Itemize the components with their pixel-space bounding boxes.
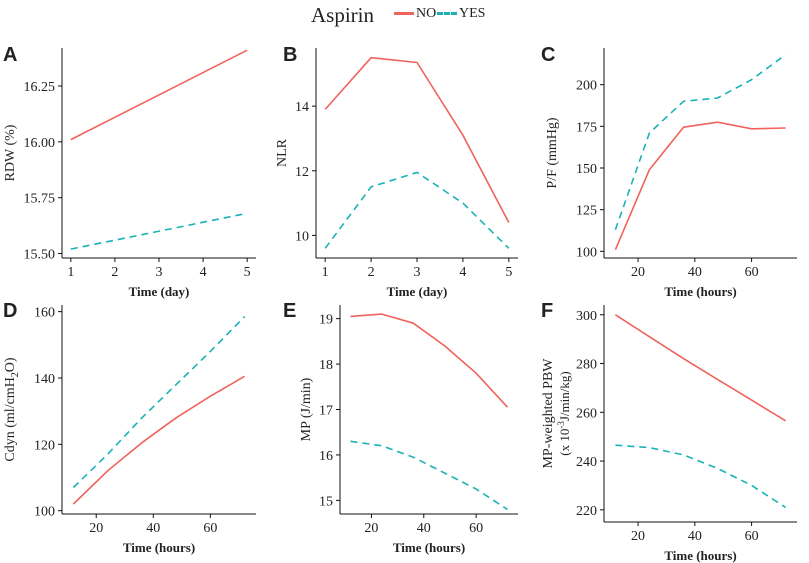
legend-label-yes: YES: [459, 6, 486, 21]
x-tick-label-c: 20: [631, 265, 645, 280]
y-axis-subtitle-end-f: J/min/kg): [557, 371, 572, 421]
x-tick-label-f: 60: [745, 529, 759, 544]
x-axis-title-d: Time (hours): [123, 540, 195, 555]
y-tick-label-e: 17: [319, 404, 333, 419]
y-tick-label-c: 125: [576, 204, 597, 219]
y-tick-label-a: 16.00: [24, 136, 56, 151]
legend-key-yes: [437, 12, 457, 15]
series-line-no-f: [614, 314, 787, 422]
legend-title: Aspirin: [311, 3, 374, 27]
x-tick-label-a: 5: [244, 265, 251, 280]
y-axis-title-b: NLR: [275, 138, 290, 167]
y-axis-title-subscript-d: 2: [10, 372, 21, 377]
series-line-no-e: [350, 313, 509, 408]
x-axis-title-b: Time (day): [387, 284, 448, 299]
x-axis-title-e: Time (hours): [393, 540, 465, 555]
x-tick-label-f: 20: [631, 529, 645, 544]
panel-label-a: A: [3, 44, 18, 66]
panel-label-c: C: [541, 44, 556, 66]
y-tick-label-a: 15.50: [24, 248, 56, 263]
x-axis-title-a: Time (day): [129, 284, 190, 299]
x-tick-label-e: 40: [417, 521, 431, 536]
y-tick-label-f: 280: [576, 358, 597, 373]
y-axis-title-a: RDW (%): [3, 124, 18, 181]
y-tick-label-a: 15.75: [24, 192, 56, 207]
y-tick-label-e: 15: [319, 494, 333, 509]
series-line-yes-c: [614, 54, 787, 230]
y-axis-title-end-d: O): [3, 357, 18, 372]
legend-label-no: NO: [416, 6, 437, 21]
series-line-yes-b: [324, 171, 510, 249]
y-tick-label-e: 18: [319, 358, 333, 373]
x-tick-label-a: 4: [200, 265, 207, 280]
y-tick-label-f: 260: [576, 406, 597, 421]
x-axis-title-f: Time (hours): [664, 548, 736, 563]
x-axis-title-c: Time (hours): [664, 284, 736, 299]
y-axis-subtitle-superscript-f: -3: [556, 421, 566, 429]
y-axis-title-e: MP (J/min): [299, 377, 314, 441]
y-axis-subtitle-f: (x 10-3J/min/kg): [556, 371, 572, 455]
x-tick-label-e: 20: [364, 521, 378, 536]
x-tick-label-a: 2: [111, 265, 118, 280]
panel-label-e: E: [283, 300, 297, 322]
y-tick-label-f: 220: [576, 504, 597, 519]
y-tick-label-e: 16: [319, 449, 333, 464]
series-line-no-d: [72, 375, 246, 505]
series-line-yes-e: [350, 440, 508, 511]
y-tick-label-d: 140: [34, 372, 55, 387]
y-tick-label-f: 240: [576, 455, 597, 470]
x-tick-label-b: 1: [322, 265, 329, 280]
x-tick-label-d: 20: [89, 521, 103, 536]
x-tick-label-b: 3: [414, 265, 421, 280]
y-axis-title-f: MP-weighted PBW: [541, 358, 556, 469]
series-line-no-b: [324, 56, 510, 223]
series-line-yes-d: [72, 316, 246, 489]
x-tick-label-e: 60: [469, 521, 483, 536]
x-tick-label-a: 3: [156, 265, 163, 280]
x-tick-label-f: 40: [688, 529, 702, 544]
x-tick-label-b: 5: [505, 265, 512, 280]
y-tick-label-b: 12: [295, 165, 309, 180]
y-axis-title-c: P/F (mmHg): [545, 117, 560, 189]
y-tick-label-d: 100: [34, 505, 55, 520]
x-tick-label-b: 4: [459, 265, 466, 280]
series-line-yes-f: [615, 444, 787, 509]
x-tick-label-a: 1: [67, 265, 74, 280]
x-tick-label-d: 60: [203, 521, 217, 536]
y-tick-label-a: 16.25: [24, 80, 56, 95]
panel-label-d: D: [3, 300, 18, 322]
y-tick-label-b: 14: [295, 100, 309, 115]
series-line-yes-a: [70, 212, 248, 250]
x-tick-label-b: 2: [368, 265, 375, 280]
y-tick-label-b: 10: [295, 229, 309, 244]
x-tick-label-d: 40: [146, 521, 160, 536]
panel-label-f: F: [541, 300, 554, 322]
y-tick-label-c: 200: [576, 79, 597, 94]
x-tick-label-c: 40: [688, 265, 702, 280]
x-tick-label-c: 60: [745, 265, 759, 280]
series-line-no-c: [614, 121, 786, 251]
y-tick-label-d: 160: [34, 306, 55, 321]
series-line-no-a: [70, 49, 248, 141]
y-axis-title-d: Cdyn (ml/cmH2O): [3, 357, 21, 462]
y-tick-label-d: 120: [34, 438, 55, 453]
y-tick-label-c: 100: [576, 245, 597, 260]
panel-label-b: B: [283, 44, 298, 66]
legend-key-no: [394, 12, 414, 15]
y-tick-label-e: 19: [319, 313, 333, 328]
y-tick-label-f: 300: [576, 309, 597, 324]
y-tick-label-c: 175: [576, 120, 597, 135]
legend: Aspirin NO YES: [0, 0, 809, 30]
y-tick-label-c: 150: [576, 162, 597, 177]
